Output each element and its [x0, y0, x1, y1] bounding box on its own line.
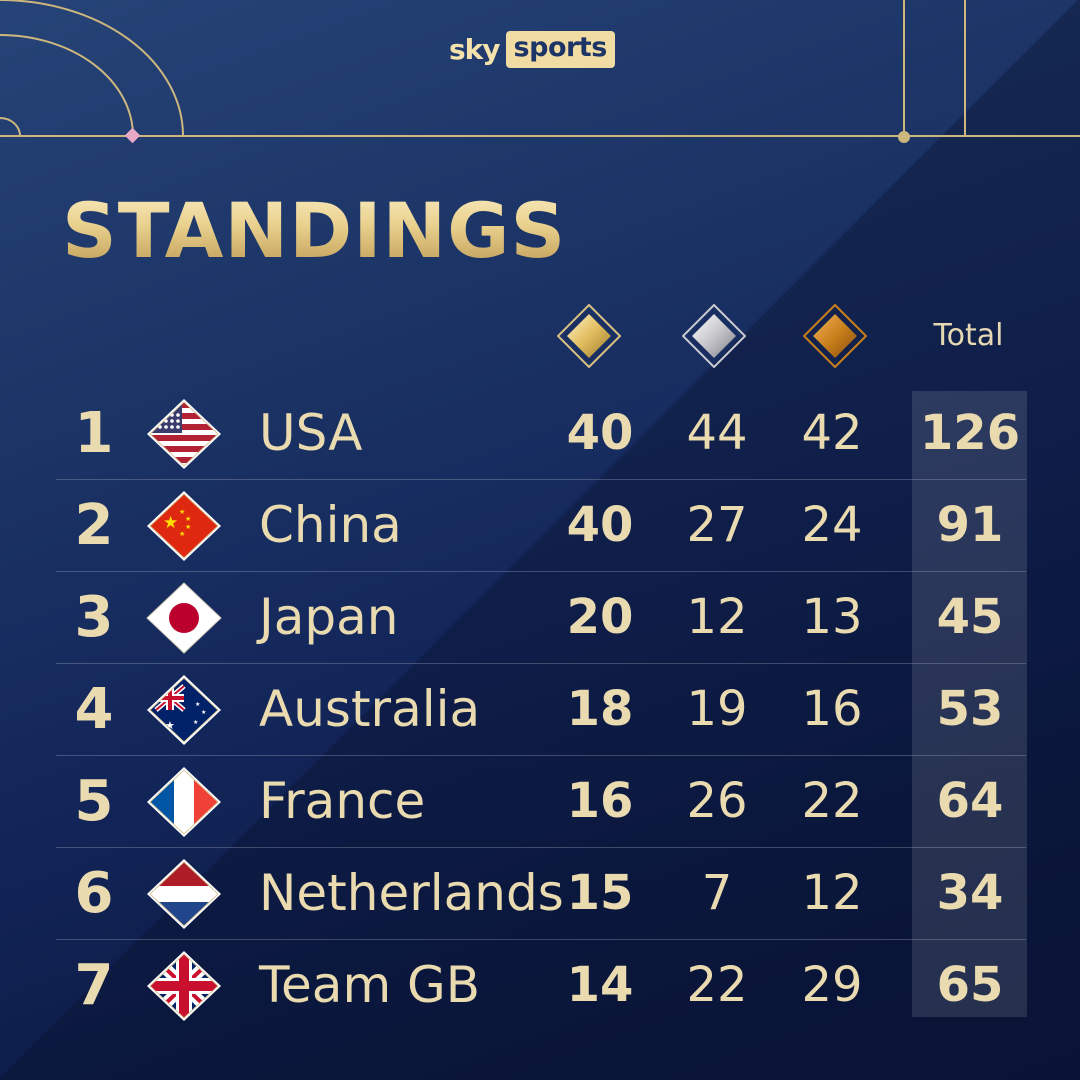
- silver-count: 19: [686, 681, 748, 737]
- page-title: STANDINGS: [62, 186, 567, 275]
- country-name: China: [259, 496, 402, 554]
- silver-count: 44: [686, 405, 748, 461]
- total-column-header: Total: [933, 318, 1004, 353]
- silver-count: 27: [686, 497, 748, 553]
- table-row: 6 Netherlands 15 7 12 34: [56, 848, 1026, 940]
- bronze-medal-icon: [803, 304, 867, 368]
- svg-text:★: ★: [163, 513, 178, 533]
- bronze-count: 13: [801, 589, 863, 645]
- svg-text:★: ★: [193, 719, 198, 726]
- rank-cell: 2: [74, 493, 114, 558]
- country-name: Team GB: [259, 956, 481, 1014]
- rank-cell: 7: [74, 953, 114, 1018]
- china-flag-icon: ★ ★ ★ ★ ★: [147, 491, 221, 561]
- gold-count: 15: [566, 865, 634, 921]
- svg-text:★: ★: [179, 530, 185, 538]
- total-count: 126: [919, 405, 1021, 461]
- svg-text:★: ★: [185, 523, 191, 531]
- svg-text:★: ★: [165, 719, 175, 732]
- silver-count: 7: [701, 865, 733, 921]
- table-row: 4 ★ ★ ★ ★: [56, 664, 1026, 756]
- country-name: Australia: [259, 680, 481, 738]
- silver-medal-icon: [682, 304, 746, 368]
- gold-count: 20: [566, 589, 634, 645]
- total-count: 64: [936, 773, 1004, 829]
- country-name: France: [259, 772, 426, 830]
- svg-text:★: ★: [179, 508, 185, 516]
- japan-flag-icon: [146, 582, 222, 654]
- svg-text:★: ★: [185, 515, 191, 523]
- total-count: 34: [936, 865, 1004, 921]
- logo-sports-badge: sports: [505, 30, 615, 68]
- silver-count: 26: [686, 773, 748, 829]
- bronze-count: 24: [801, 497, 863, 553]
- gold-count: 40: [566, 405, 634, 461]
- australia-flag-icon: ★ ★ ★ ★: [147, 675, 221, 745]
- total-count: 65: [936, 957, 1004, 1013]
- rank-cell: 4: [74, 677, 114, 742]
- total-column-highlight: [912, 391, 1027, 1017]
- bronze-count: 12: [801, 865, 863, 921]
- gold-count: 40: [566, 497, 634, 553]
- table-row: 7 Team GB 14 22 29: [56, 940, 1026, 1031]
- total-count: 53: [936, 681, 1004, 737]
- table-row: 5 France 16 26 22 64: [56, 756, 1026, 848]
- usa-flag-icon: [147, 399, 221, 469]
- country-name: Netherlands: [259, 864, 564, 922]
- bronze-count: 16: [801, 681, 863, 737]
- gold-count: 14: [566, 957, 634, 1013]
- rank-cell: 5: [74, 769, 114, 834]
- gold-count: 16: [566, 773, 634, 829]
- decorative-lines: [0, 0, 1080, 144]
- country-name: Japan: [259, 588, 399, 646]
- standings-table: 1 USA 40: [56, 388, 1026, 1031]
- table-row: 3 Japan 20 12 13 45: [56, 572, 1026, 664]
- logo-sky-text: sky: [449, 32, 501, 66]
- bronze-count: 29: [801, 957, 863, 1013]
- svg-text:★: ★: [195, 701, 200, 708]
- table-row: 2 ★ ★ ★ ★ ★ China 40 27 24 91: [56, 480, 1026, 572]
- silver-count: 22: [686, 957, 748, 1013]
- sky-sports-logo: sky sports: [449, 29, 615, 69]
- rank-cell: 6: [74, 861, 114, 926]
- france-flag-icon: [147, 767, 221, 837]
- table-row: 1 USA 40: [56, 388, 1026, 480]
- gold-medal-icon: [557, 304, 621, 368]
- silver-count: 12: [686, 589, 748, 645]
- gold-count: 18: [566, 681, 634, 737]
- bronze-count: 42: [801, 405, 863, 461]
- total-count: 45: [936, 589, 1004, 645]
- country-name: USA: [259, 404, 363, 462]
- rank-cell: 1: [74, 401, 114, 466]
- total-count: 91: [936, 497, 1004, 553]
- svg-text:★: ★: [201, 709, 206, 716]
- uk-flag-icon: [147, 951, 221, 1021]
- netherlands-flag-icon: [147, 859, 221, 929]
- bronze-count: 22: [801, 773, 863, 829]
- rank-cell: 3: [74, 585, 114, 650]
